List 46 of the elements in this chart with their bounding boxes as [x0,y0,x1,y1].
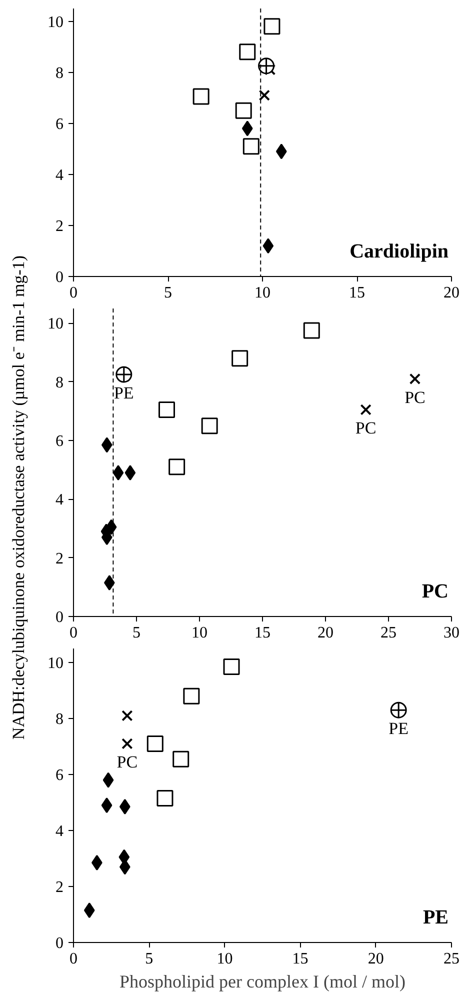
y-tick-label: 4 [56,823,64,840]
annotation: PC [422,580,449,602]
annotation: PC [116,752,138,772]
y-tick-label: 2 [56,879,64,896]
x-tick-label: 5 [132,624,140,642]
y-tick-label: 0 [56,269,64,286]
y-tick-label: 10 [48,316,64,333]
y-tick-label: 2 [56,218,64,235]
y-tick-label: 4 [56,492,64,509]
x-tick-label: 25 [444,950,460,968]
x-tick-label: 15 [292,950,308,968]
y-tick-label: 8 [56,64,64,82]
y-tick-label: 2 [56,550,64,568]
x-tick-label: 30 [444,624,460,642]
x-tick-label: 10 [254,284,270,302]
y-tick-label: 6 [56,767,64,784]
annotation: PE [114,384,134,402]
x-tick-label: 15 [349,284,365,302]
annotation: PE [422,906,449,928]
annotation: Cardiolipin [350,240,449,262]
y-tick-label: 10 [48,655,64,672]
y-tick-label: 8 [56,374,64,392]
x-tick-label: 20 [318,624,334,642]
x-tick-label: 0 [70,284,78,302]
x-tick-label: 0 [70,950,78,968]
x-tick-label: 25 [380,624,396,642]
y-tick-label: 0 [56,935,64,952]
y-tick-label: 0 [56,609,64,626]
y-axis-title: NADH:decylubiquinone oxidoreductase activity (µmol e⁻ min-1 mg-1) [9,255,28,740]
annotation: PC [355,418,376,438]
y-tick-label: 4 [56,166,64,184]
annotation: PC [404,388,426,407]
x-tick-label: 5 [164,284,172,302]
y-tick-label: 8 [56,711,64,728]
x-tick-label: 5 [145,950,154,968]
annotation: PE [388,719,409,738]
x-tick-label: 15 [254,624,270,642]
x-tick-label: 10 [192,624,208,642]
y-tick-label: 6 [56,116,64,133]
y-tick-label: 6 [56,433,64,450]
x-tick-label: 0 [70,624,78,642]
x-tick-label: 20 [444,284,460,302]
x-tick-label: 20 [368,950,384,968]
x-tick-label: 10 [216,950,233,968]
x-axis-title: Phospholipid per complex I (mol / mol) [120,972,406,992]
y-tick-label: 10 [48,14,64,31]
